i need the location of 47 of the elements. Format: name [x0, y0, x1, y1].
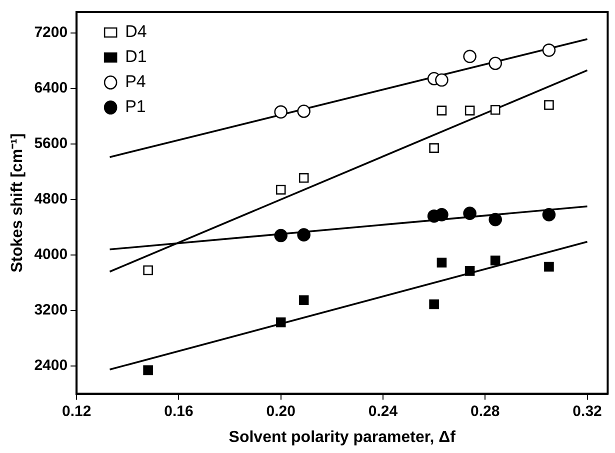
point — [544, 262, 554, 272]
point — [143, 265, 153, 276]
point — [463, 206, 476, 220]
point — [436, 106, 447, 116]
point — [276, 184, 286, 195]
x-tick-label: 0.20 — [266, 402, 296, 420]
legend-label: P1 — [125, 97, 146, 116]
y-tick-label: 6400 — [34, 80, 68, 96]
x-tick-label: 0.24 — [368, 402, 398, 420]
x-tick-label: 0.32 — [572, 402, 602, 420]
x-tick-label: 0.12 — [62, 402, 92, 420]
point — [297, 228, 310, 242]
point — [297, 104, 310, 118]
point — [298, 295, 309, 305]
x-tick-label: 0.28 — [470, 402, 500, 420]
legend-label: P4 — [125, 72, 146, 92]
point — [490, 104, 500, 115]
point — [542, 44, 556, 57]
legend-label: D4 — [125, 22, 147, 42]
y-tick-label: 4000 — [34, 246, 68, 264]
point — [298, 173, 309, 183]
y-tick-label: 4800 — [34, 190, 68, 208]
point — [488, 212, 502, 226]
y-tick-label: 5600 — [34, 135, 68, 152]
point — [464, 266, 475, 276]
point — [429, 299, 439, 310]
point — [276, 317, 286, 328]
x-tick-label: 0.16 — [164, 402, 194, 420]
point — [463, 50, 476, 64]
point — [490, 256, 500, 266]
x-axis-title: Solvent polarity parameter, Δf — [228, 428, 456, 446]
point — [274, 228, 288, 242]
point — [488, 56, 502, 70]
point — [435, 73, 448, 87]
point — [544, 100, 554, 110]
point — [436, 258, 447, 268]
legend-label: D1 — [125, 47, 147, 66]
point — [464, 106, 475, 116]
point — [435, 208, 448, 222]
point — [542, 208, 556, 222]
point — [143, 365, 153, 376]
y-tick-label: 7200 — [34, 24, 68, 41]
point — [429, 143, 439, 153]
y-axis-title: Stokes shift [cm⁻¹] — [9, 133, 26, 273]
y-tick-label: 2400 — [34, 357, 68, 374]
point — [274, 105, 288, 119]
y-tick-label: 3200 — [34, 302, 68, 319]
